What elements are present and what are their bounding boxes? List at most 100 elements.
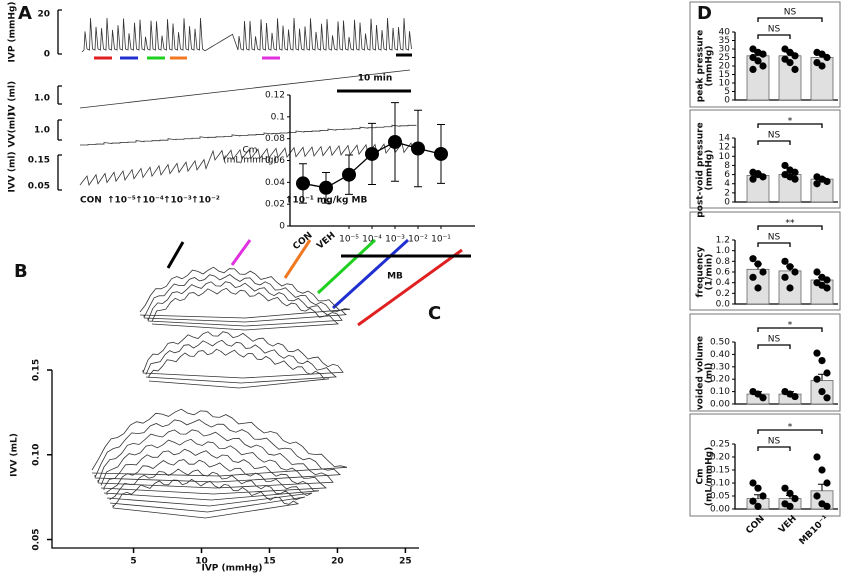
- data-point: [754, 390, 762, 398]
- y-tick-label: 0.10: [710, 479, 730, 489]
- significance-bracket: [757, 242, 791, 247]
- y-axis-label: voided volume: [696, 336, 706, 410]
- y-axis-label: IVV (mL): [10, 433, 20, 477]
- y-tick-label: 0: [724, 96, 730, 106]
- trace-tick: 20: [37, 10, 50, 20]
- data-point: [754, 284, 762, 292]
- trace-tick: 1.0: [34, 94, 50, 104]
- y-axis-label: (mmHg): [705, 46, 715, 87]
- mean-marker: [434, 146, 448, 161]
- y-axis-label: (ml): [705, 363, 715, 384]
- x-tick-label: 5: [130, 557, 136, 567]
- y-tick-label: 0.00: [710, 400, 730, 410]
- dose-label: ↑10⁻⁴: [135, 196, 164, 206]
- dose-label: CON: [80, 196, 102, 206]
- data-point: [759, 50, 767, 58]
- y-tick-label: 0.30: [710, 362, 730, 372]
- y-tick-label: 0.06: [265, 156, 285, 166]
- y-tick-label: 8: [724, 161, 730, 171]
- marker-line: [331, 238, 410, 310]
- x-tick-label: 10⁻⁵: [339, 235, 359, 245]
- trace-label: IV (ml): [8, 81, 18, 115]
- data-point: [813, 180, 821, 188]
- group-label: MB: [387, 272, 403, 282]
- y-tick-label: 0.20: [710, 375, 730, 385]
- marker-line: [316, 238, 377, 295]
- y-tick-label: 0.00: [710, 505, 730, 515]
- trace-tick: 0: [44, 50, 50, 60]
- y-tick-label: 25: [719, 53, 730, 63]
- y-tick-label: 0.10: [710, 387, 730, 397]
- data-point: [749, 65, 757, 73]
- y-tick-label: 14: [719, 134, 731, 144]
- pv-loop: [109, 468, 306, 513]
- y-tick-label: 0.6: [716, 268, 731, 278]
- trace-tick: 0.15: [28, 156, 50, 166]
- x-axis-label: IVP (mmHg): [201, 564, 262, 574]
- y-tick-label: 0.4: [716, 278, 731, 288]
- data-point: [786, 489, 794, 497]
- vv-trace: [80, 124, 417, 146]
- data-point: [781, 273, 789, 281]
- y-tick-label: 0.10: [32, 444, 42, 466]
- y-tick-label: 0.05: [710, 492, 730, 502]
- ivv-trace: [79, 142, 414, 186]
- data-point: [786, 284, 794, 292]
- significance-label: NS: [768, 437, 781, 447]
- pv-loop: [139, 266, 351, 319]
- significance-label: NS: [784, 8, 797, 18]
- subpanel-frame: [689, 413, 841, 517]
- dose-label: ↑10⁻³: [163, 196, 192, 206]
- scale-bracket: [57, 9, 62, 191]
- pv-loop: [97, 429, 334, 489]
- pv-loop: [142, 331, 344, 379]
- y-tick-label: 0.50: [710, 338, 730, 348]
- data-point: [781, 161, 789, 170]
- y-tick-label: 12: [719, 143, 730, 153]
- data-point: [786, 263, 794, 271]
- y-axis-label: frequency: [696, 246, 706, 297]
- y-tick-label: 0.0: [716, 300, 731, 310]
- panel-label: D: [697, 3, 712, 24]
- subpanel-frame: [689, 1, 841, 108]
- y-tick-label: 5: [724, 87, 730, 97]
- y-tick-label: 0.15: [710, 466, 730, 476]
- y-tick-label: 0.12: [265, 91, 285, 101]
- data-point: [754, 57, 762, 65]
- panel-label: A: [18, 3, 32, 24]
- y-tick-label: 6: [724, 170, 730, 180]
- y-tick-label: 1.0: [716, 246, 731, 256]
- y-tick-label: 0: [279, 222, 285, 232]
- pv-loop: [106, 459, 313, 507]
- y-tick-label: 15: [719, 70, 730, 80]
- marker-line: [166, 241, 185, 269]
- trace-label: IVV (ml): [8, 151, 18, 192]
- x-tick-label: 10⁻⁴: [362, 235, 382, 245]
- data-point: [818, 62, 826, 70]
- pv-loop: [147, 281, 343, 327]
- data-point: [749, 497, 757, 505]
- panel-b-markers: [166, 238, 463, 327]
- pv-loop: [100, 438, 328, 495]
- y-axis-label: (mmHg): [705, 150, 715, 191]
- subpanel-frame: [689, 313, 841, 412]
- y-tick-label: 0.02: [265, 200, 285, 210]
- trace-tick: 1.0: [34, 126, 50, 136]
- axis: [289, 95, 475, 227]
- significance-bracket: [757, 140, 791, 145]
- significance-label: *: [788, 321, 793, 331]
- pv-loop: [145, 339, 337, 384]
- y-tick-label: 0.08: [265, 134, 285, 144]
- significance-bracket: [757, 17, 823, 22]
- x-tick-label: 20: [331, 557, 344, 567]
- data-point: [754, 260, 762, 268]
- data-point: [791, 392, 799, 401]
- dose-label: ↑10⁻²: [191, 196, 220, 206]
- y-tick-label: 0.04: [265, 178, 285, 188]
- significance-bracket: [757, 123, 823, 128]
- mean-marker: [365, 146, 379, 161]
- data-point: [791, 168, 799, 176]
- data-point: [823, 177, 831, 186]
- significance-label: NS: [768, 233, 781, 243]
